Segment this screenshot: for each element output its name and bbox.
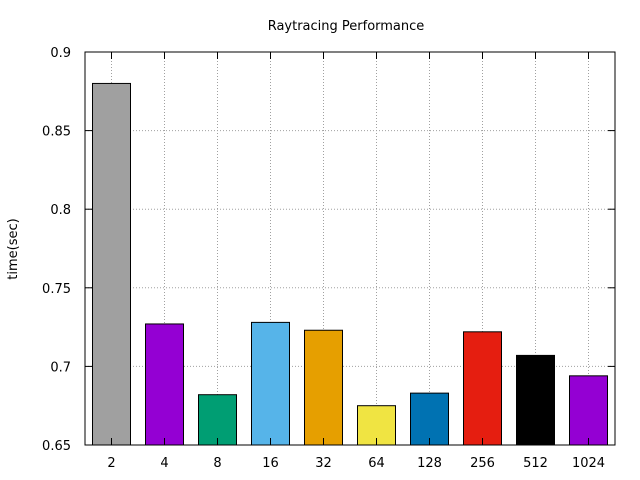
bar-512 xyxy=(516,354,555,446)
x-tick-label: 2 xyxy=(107,456,115,471)
bars xyxy=(92,82,608,446)
plot-frame xyxy=(84,51,616,446)
y-tick-label: 0.75 xyxy=(42,282,71,297)
chart-title: Raytracing Performance xyxy=(268,19,425,34)
y-tick-label: 0.8 xyxy=(50,203,71,218)
y-tick-label: 0.85 xyxy=(42,125,71,140)
bar-4 xyxy=(145,323,184,446)
bar-16 xyxy=(251,321,290,446)
x-tick-label: 16 xyxy=(262,456,279,471)
bar-128 xyxy=(410,392,449,446)
bar-8 xyxy=(198,394,237,446)
bar-1024 xyxy=(569,375,608,446)
tick-labels: 0.65 0.7 0.75 0.8 0.85 0.9 2 4 8 16 32 64 128 256 512 1… xyxy=(42,46,605,471)
x-tick-label: 64 xyxy=(368,456,385,471)
bar-256 xyxy=(463,331,502,446)
x-tick-label: 128 xyxy=(417,456,442,471)
x-tick-label: 512 xyxy=(523,456,548,471)
y-tick-label: 0.65 xyxy=(42,439,71,454)
axis-ticks xyxy=(85,51,615,446)
x-tick-label: 8 xyxy=(213,456,221,471)
y-axis-label: time(sec) xyxy=(6,218,21,279)
bar-32 xyxy=(304,329,343,446)
x-tick-label: 256 xyxy=(470,456,495,471)
x-tick-label: 32 xyxy=(315,456,332,471)
bar-2 xyxy=(92,82,131,446)
x-tick-label: 1024 xyxy=(572,456,605,471)
y-tick-label: 0.7 xyxy=(50,360,71,375)
y-tick-label: 0.9 xyxy=(50,46,71,61)
x-tick-label: 4 xyxy=(160,456,168,471)
